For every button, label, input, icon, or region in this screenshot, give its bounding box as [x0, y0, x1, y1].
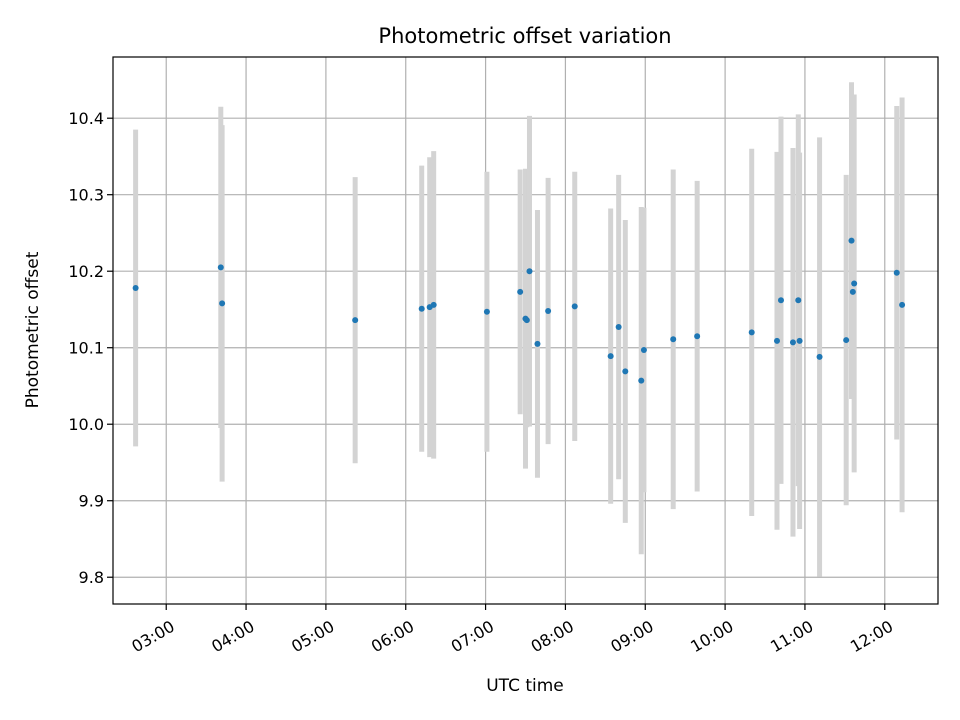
- data-point: [526, 268, 533, 275]
- data-point: [816, 353, 823, 360]
- data-point: [899, 301, 906, 308]
- data-point: [893, 269, 900, 276]
- data-point: [748, 329, 755, 336]
- data-point: [843, 337, 850, 344]
- data-point: [773, 337, 780, 344]
- y-axis-ticks: 9.8 9.9 10.0 10.1 10.2 10.3 10.4: [68, 109, 113, 587]
- data-point: [848, 237, 855, 244]
- data-point: [777, 297, 784, 304]
- data-point: [851, 280, 858, 287]
- data-point: [483, 308, 490, 315]
- x-axis-label: UTC time: [486, 676, 564, 696]
- data-point: [638, 377, 645, 384]
- data-point: [517, 288, 524, 295]
- data-point: [352, 317, 359, 324]
- data-point: [622, 368, 629, 375]
- data-point: [615, 324, 622, 331]
- data-point: [640, 347, 647, 354]
- y-tick-label: 10.3: [68, 186, 104, 205]
- data-point: [607, 353, 614, 360]
- y-tick-label: 9.8: [79, 568, 104, 587]
- data-point: [132, 285, 139, 292]
- data-point: [545, 307, 552, 314]
- data-point: [789, 339, 796, 346]
- y-tick-label: 10.1: [68, 339, 104, 358]
- data-point: [849, 288, 856, 295]
- y-tick-label: 10.2: [68, 262, 104, 281]
- data-point: [523, 317, 530, 324]
- data-point: [534, 340, 541, 347]
- data-point: [795, 297, 802, 304]
- data-point: [571, 303, 578, 310]
- data-point: [430, 301, 437, 308]
- data-point: [418, 305, 425, 312]
- y-axis-label: Photometric offset: [23, 251, 43, 408]
- data-point: [694, 333, 701, 340]
- y-tick-label: 10.0: [68, 415, 104, 434]
- chart-title: Photometric offset variation: [378, 24, 671, 48]
- y-tick-label: 10.4: [68, 109, 104, 128]
- data-points: [132, 237, 906, 384]
- data-point: [217, 264, 224, 271]
- data-point: [670, 336, 677, 343]
- data-point: [219, 300, 226, 307]
- y-tick-label: 9.9: [79, 492, 104, 511]
- plot-area-frame: [112, 56, 939, 605]
- data-point: [796, 337, 803, 344]
